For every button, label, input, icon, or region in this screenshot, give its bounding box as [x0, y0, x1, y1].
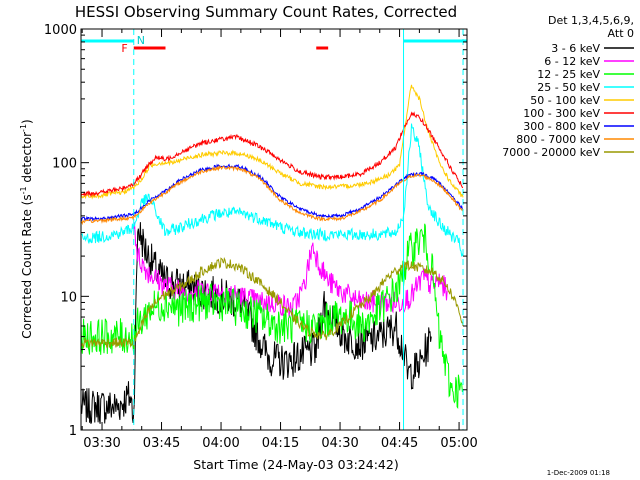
series-line — [80, 84, 464, 200]
legend-entry-label: 800 - 7000 keV — [516, 133, 600, 146]
legend-header-line2: Att 0 — [608, 27, 634, 40]
y-axis-label-end: ) — [20, 119, 34, 124]
x-tick-label: 04:45 — [381, 436, 418, 451]
y-axis-label-sup1: -1 — [19, 186, 28, 194]
legend-entry-label: 7000 - 20000 keV — [502, 146, 600, 159]
series-line — [80, 111, 464, 198]
legend-header-line1: Det 1,3,4,5,6,9, — [548, 14, 634, 27]
y-tick-label: 100 — [52, 157, 77, 172]
legend-entry-label: 300 - 800 keV — [523, 120, 600, 133]
svg-text:Corrected Count Rate (s-1 dete: Corrected Count Rate (s-1 detector-1) — [19, 119, 34, 338]
x-tick-label: 03:30 — [83, 436, 120, 451]
y-axis-label-main: Corrected Count Rate (s — [20, 194, 34, 338]
x-axis-label: Start Time (24-May-03 03:24:42) — [193, 457, 398, 472]
x-tick-label: 03:45 — [143, 436, 180, 451]
axis-layer: 1 10 100 1000 03:30 03:45 04:00 04:15 04:30 04:45… — [44, 23, 478, 451]
series-line — [80, 123, 464, 257]
x-tick-label: 04:30 — [321, 436, 358, 451]
footer-timestamp: 1-Dec-2009 01:18 — [547, 469, 610, 477]
y-axis-label: Corrected Count Rate (s-1 detector-1) — [19, 119, 34, 338]
series-line — [80, 257, 464, 349]
series-line — [80, 164, 464, 226]
chart-title: HESSI Observing Summary Count Rates, Cor… — [75, 3, 457, 21]
y-axis-label-sup2: -1 — [19, 124, 28, 132]
night-marker-label: N — [137, 34, 145, 47]
legend-entry-label: 100 - 300 keV — [523, 107, 600, 120]
series-line — [80, 223, 464, 410]
flare-marker-label: F — [121, 42, 127, 55]
legend-entry-label: 50 - 100 keV — [530, 94, 600, 107]
legend-entry-label: 3 - 6 keV — [551, 42, 600, 55]
series-line — [80, 163, 464, 222]
y-axis-label-mid: detector — [20, 132, 34, 187]
plot-frame — [80, 28, 468, 431]
series-layer — [80, 84, 464, 424]
legend-entry-label: 12 - 25 keV — [537, 68, 600, 81]
legend-entry-label: 25 - 50 keV — [537, 81, 600, 94]
y-tick-label: 10 — [60, 290, 77, 305]
x-tick-label: 05:00 — [440, 436, 477, 451]
y-tick-label: 1 — [69, 424, 77, 439]
legend-entry-label: 6 - 12 keV — [544, 55, 600, 68]
x-tick-label: 04:00 — [202, 436, 239, 451]
y-tick-label: 1000 — [44, 23, 77, 38]
series-line — [80, 222, 432, 424]
x-tick-label: 04:15 — [262, 436, 299, 451]
